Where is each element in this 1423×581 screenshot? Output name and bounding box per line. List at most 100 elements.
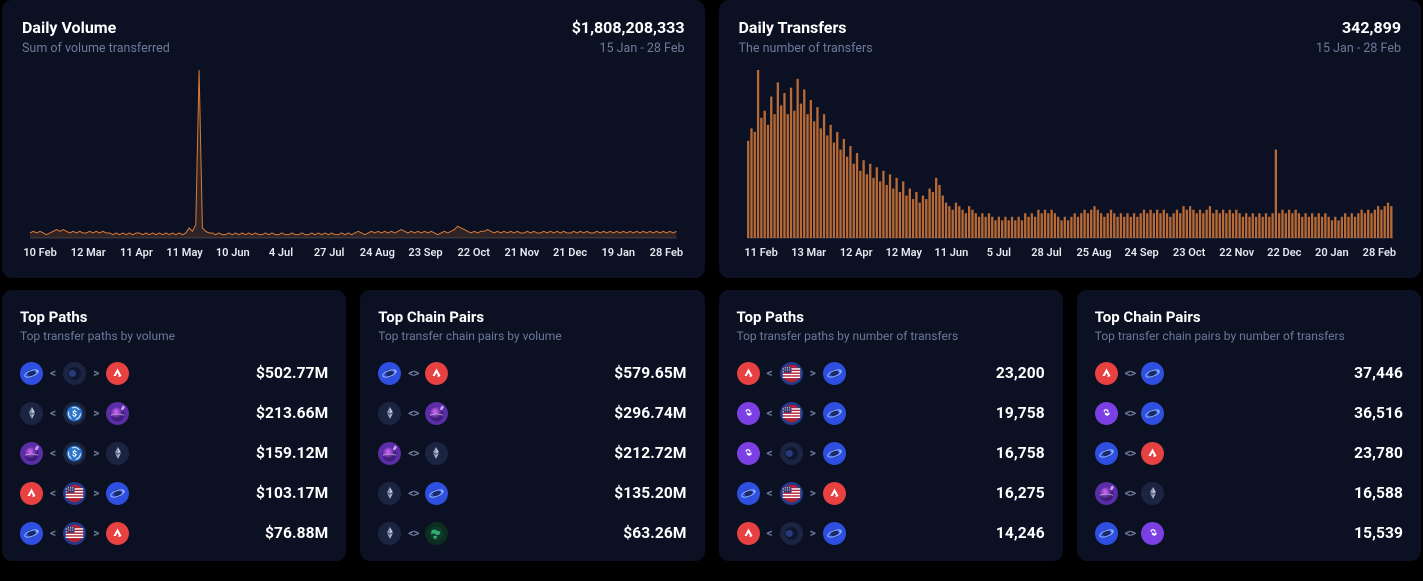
list-row[interactable]: <> 16,275 <box>737 473 1045 513</box>
eth-icon <box>106 442 129 465</box>
row-value: 16,588 <box>1354 484 1403 502</box>
eth-icon <box>378 402 401 425</box>
daily-volume-card: Daily Volume Sum of volume transferred $… <box>2 0 705 278</box>
list-row[interactable]: < > $296.74M <box>378 393 686 433</box>
svg-text:13 Mar: 13 Mar <box>791 246 826 259</box>
row-value: 23,780 <box>1354 444 1403 462</box>
svg-text:20 Jan: 20 Jan <box>1315 246 1349 259</box>
card-header: Daily Volume Sum of volume transferred $… <box>22 18 685 56</box>
path-icons: <> <box>20 522 129 545</box>
osmosis-icon <box>1095 482 1118 505</box>
path-icons: < > <box>1095 522 1164 545</box>
card-subtitle: The number of transfers <box>739 41 873 56</box>
arrow-both-icon: < > <box>1125 447 1134 459</box>
list-row[interactable]: <> $502.77M <box>20 353 328 393</box>
row-value: 19,758 <box>996 404 1045 422</box>
list-row[interactable]: < > 23,780 <box>1095 433 1403 473</box>
arrow-left-icon: < <box>50 487 56 499</box>
svg-text:12 May: 12 May <box>885 246 922 259</box>
row-value: $135.20M <box>614 484 686 502</box>
arrow-left-icon: < <box>767 367 773 379</box>
polygon-icon <box>1141 522 1164 545</box>
svg-text:4 Jul: 4 Jul <box>269 246 293 259</box>
arrow-both-icon: < > <box>408 407 417 419</box>
list-row[interactable]: < > 36,516 <box>1095 393 1403 433</box>
wormhole-icon <box>425 482 448 505</box>
row-value: 23,200 <box>996 364 1045 382</box>
svg-text:19 Jan: 19 Jan <box>601 246 635 259</box>
avax-icon <box>823 482 846 505</box>
list-row[interactable]: <$> $159.12M <box>20 433 328 473</box>
arrow-left-icon: < <box>50 447 56 459</box>
wormhole-icon <box>1095 522 1118 545</box>
arrow-right-icon: > <box>810 407 816 419</box>
globe-icon <box>425 522 448 545</box>
row-value: $579.65M <box>614 364 686 382</box>
path-icons: <> <box>737 442 846 465</box>
list-title: Top Chain Pairs <box>378 308 686 326</box>
path-icons: < > <box>1095 402 1164 425</box>
list-row[interactable]: < > 37,446 <box>1095 353 1403 393</box>
list-row[interactable]: < > 16,588 <box>1095 473 1403 513</box>
svg-text:12 Mar: 12 Mar <box>71 246 106 259</box>
wormhole-icon <box>20 522 43 545</box>
card-metric: 342,899 <box>1316 18 1401 37</box>
arrow-right-icon: > <box>93 447 99 459</box>
list-row[interactable]: <> 16,758 <box>737 433 1045 473</box>
eth-icon <box>378 482 401 505</box>
card-date-range: 15 Jan - 28 Feb <box>1316 41 1401 56</box>
avax-icon <box>737 362 760 385</box>
row-value: 36,516 <box>1354 404 1403 422</box>
row-value: $63.26M <box>623 524 686 542</box>
list-row[interactable]: <> 14,246 <box>737 513 1045 553</box>
arrow-both-icon: < > <box>1125 367 1134 379</box>
svg-text:23 Oct: 23 Oct <box>1172 246 1205 259</box>
arrow-left-icon: < <box>50 407 56 419</box>
svg-text:11 Apr: 11 Apr <box>120 246 153 259</box>
svg-text:23 Sep: 23 Sep <box>408 246 442 259</box>
arrow-left-icon: < <box>50 367 56 379</box>
arrow-left-icon: < <box>767 447 773 459</box>
polygon-icon <box>737 442 760 465</box>
avax-icon <box>1141 442 1164 465</box>
list-row[interactable]: < > 15,539 <box>1095 513 1403 553</box>
row-value: $296.74M <box>614 404 686 422</box>
list-row[interactable]: < > 23,200 <box>737 353 1045 393</box>
list-row[interactable]: < > $212.72M <box>378 433 686 473</box>
card-metric: $1,808,208,333 <box>572 18 685 37</box>
list-row[interactable]: <> $76.88M <box>20 513 328 553</box>
svg-text:28 Feb: 28 Feb <box>1362 246 1395 259</box>
list-row[interactable]: <> $103.17M <box>20 473 328 513</box>
usflag-icon <box>63 482 86 505</box>
arrow-both-icon: < > <box>1125 527 1134 539</box>
terra-icon <box>780 442 803 465</box>
wormhole-icon <box>1141 402 1164 425</box>
svg-text:10 Jun: 10 Jun <box>216 246 250 259</box>
list-row[interactable]: <> 19,758 <box>737 393 1045 433</box>
row-value: 15,539 <box>1354 524 1403 542</box>
arrow-right-icon: > <box>93 527 99 539</box>
arrow-both-icon: < > <box>408 367 417 379</box>
path-icons: <> <box>737 522 846 545</box>
svg-text:$: $ <box>72 408 77 419</box>
list-row[interactable]: < > $63.26M <box>378 513 686 553</box>
wormhole-icon <box>1095 442 1118 465</box>
list-row[interactable]: <$> $213.66M <box>20 393 328 433</box>
polygon-icon <box>1095 402 1118 425</box>
path-icons: < > <box>378 402 447 425</box>
arrow-right-icon: > <box>93 367 99 379</box>
arrow-both-icon: < > <box>408 447 417 459</box>
row-value: 16,758 <box>996 444 1045 462</box>
list-row[interactable]: < > $135.20M <box>378 473 686 513</box>
avax-icon <box>1095 362 1118 385</box>
arrow-right-icon: > <box>810 367 816 379</box>
path-icons: < > <box>378 362 447 385</box>
row-value: 16,275 <box>996 484 1045 502</box>
list-subtitle: Top transfer chain pairs by number of tr… <box>1095 329 1403 343</box>
list-card: Top Paths Top transfer paths by number o… <box>719 290 1063 561</box>
svg-text:11 Feb: 11 Feb <box>744 246 777 259</box>
arrow-right-icon: > <box>93 487 99 499</box>
path-icons: < > <box>1095 482 1164 505</box>
card-title: Daily Volume <box>22 18 170 37</box>
list-row[interactable]: < > $579.65M <box>378 353 686 393</box>
